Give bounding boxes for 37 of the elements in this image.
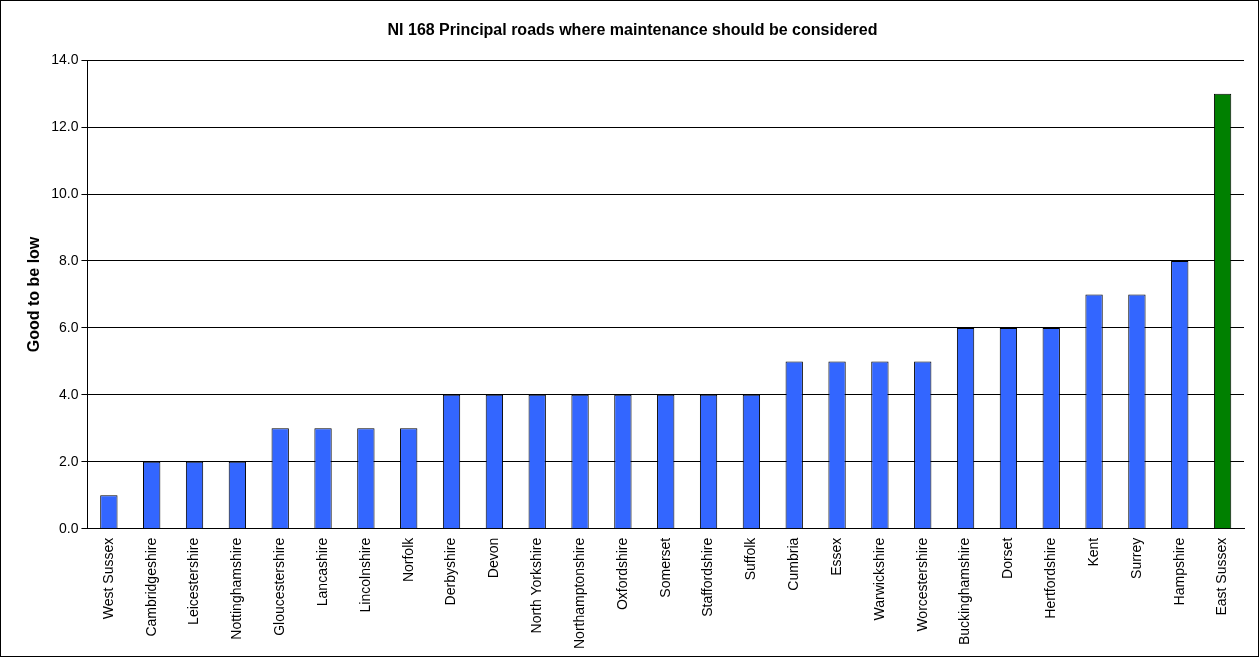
x-tick-label: Devon: [485, 537, 502, 579]
y-tick-label: 12.0: [51, 117, 79, 134]
x-tick-label: Oxfordshire: [613, 537, 630, 611]
x-tick-label: Hertfordshire: [1042, 537, 1059, 619]
x-tick-label: Hampshire: [1170, 537, 1187, 606]
x-tick-label: Northamptonshire: [570, 537, 587, 650]
x-tick-label: Surrey: [1127, 537, 1144, 579]
y-tick-label: 6.0: [58, 318, 79, 335]
x-tick-label: Norfolk: [399, 536, 416, 583]
x-tick-label: Leicestershire: [185, 537, 202, 625]
y-tick-label: 4.0: [58, 385, 79, 402]
x-tick-label: West Sussex: [99, 537, 116, 620]
x-tick-label: Nottinghamshire: [228, 537, 245, 640]
x-tick-label: Cumbria: [785, 537, 802, 591]
x-tick-label: Dorset: [999, 537, 1016, 579]
y-tick-label: 10.0: [51, 184, 79, 201]
x-tick-label: Essex: [827, 537, 844, 576]
y-tick-label: 14.0: [51, 51, 79, 68]
chart-title: NI 168 Principal roads where maintenance should be considered: [387, 21, 878, 39]
x-tick-label: Worcestershire: [913, 537, 930, 632]
y-tick-label: 2.0: [58, 452, 79, 469]
x-tick-label: Kent: [1084, 537, 1101, 567]
x-tick-label: North Yorkshire: [528, 537, 545, 634]
x-tick-label: Gloucestershire: [271, 537, 288, 636]
x-tick-label: Suffolk: [742, 536, 759, 581]
x-tick-label: Warwickshire: [870, 537, 887, 621]
x-tick-label: Lincolnshire: [356, 537, 373, 613]
x-tick-label: Somerset: [656, 537, 673, 598]
x-tick-label: Staffordshire: [699, 537, 716, 617]
x-tick-label: Lancashire: [313, 537, 330, 607]
x-tick-label: Buckinghamshire: [956, 537, 973, 646]
y-tick-label: 8.0: [58, 251, 79, 268]
x-tick-label: Cambridgeshire: [142, 537, 159, 637]
y-axis-title: Good to be low: [25, 236, 43, 353]
x-tick-label: East Sussex: [1213, 537, 1230, 616]
x-tick-label: Derbyshire: [442, 537, 459, 606]
y-tick-label: 0.0: [58, 519, 79, 536]
